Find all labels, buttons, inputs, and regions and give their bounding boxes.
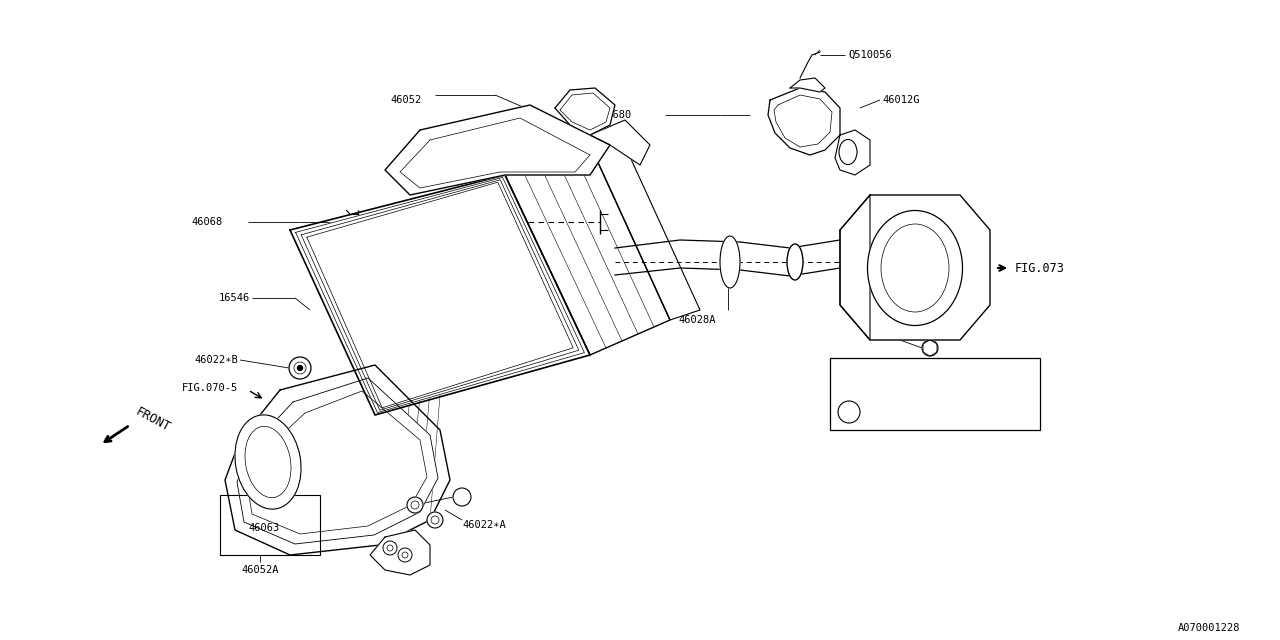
Polygon shape — [840, 195, 870, 340]
Circle shape — [453, 488, 471, 506]
Text: 46022∗B: 46022∗B — [195, 355, 238, 365]
Bar — [829, 358, 1039, 430]
Text: 46068: 46068 — [192, 217, 223, 227]
Polygon shape — [590, 120, 650, 165]
Polygon shape — [768, 88, 840, 155]
Polygon shape — [385, 105, 611, 195]
Text: 46052: 46052 — [390, 95, 421, 105]
Text: 46052A: 46052A — [241, 565, 279, 575]
Polygon shape — [291, 175, 590, 415]
Ellipse shape — [721, 236, 740, 288]
Ellipse shape — [868, 211, 963, 326]
Text: 46012G: 46012G — [882, 95, 919, 105]
Circle shape — [407, 497, 422, 513]
Circle shape — [297, 365, 302, 371]
Text: 46022∗A: 46022∗A — [462, 520, 506, 530]
Polygon shape — [840, 195, 989, 340]
Text: 1: 1 — [846, 407, 852, 417]
Text: FRONT: FRONT — [133, 406, 173, 435]
Circle shape — [838, 401, 860, 423]
Polygon shape — [225, 365, 451, 555]
Ellipse shape — [787, 244, 803, 280]
Polygon shape — [307, 182, 573, 408]
Text: 1: 1 — [460, 493, 465, 502]
Text: 46028A: 46028A — [678, 315, 716, 325]
Circle shape — [289, 357, 311, 379]
Ellipse shape — [838, 140, 858, 164]
Polygon shape — [301, 180, 579, 410]
Circle shape — [383, 541, 397, 555]
Text: 46063: 46063 — [248, 523, 279, 533]
Polygon shape — [835, 130, 870, 175]
Polygon shape — [790, 78, 826, 92]
Polygon shape — [556, 88, 614, 135]
Text: 46083(0612- )(1): 46083(0612- )(1) — [874, 372, 978, 383]
Text: Q510056: Q510056 — [849, 50, 892, 60]
Text: A070001228: A070001228 — [1178, 623, 1240, 633]
Text: 16546: 16546 — [219, 293, 250, 303]
Text: 0100S: 0100S — [934, 360, 966, 370]
Text: 46083(-0612)(2): 46083(-0612)(2) — [874, 407, 972, 417]
Circle shape — [398, 548, 412, 562]
Polygon shape — [237, 378, 438, 544]
Polygon shape — [296, 177, 585, 413]
Polygon shape — [506, 145, 669, 355]
Ellipse shape — [236, 415, 301, 509]
Polygon shape — [590, 135, 700, 320]
Polygon shape — [370, 530, 430, 575]
Bar — [220, 495, 320, 555]
Circle shape — [428, 512, 443, 528]
Circle shape — [922, 340, 938, 356]
Text: FIG.073: FIG.073 — [1015, 262, 1065, 275]
Text: 22680: 22680 — [600, 110, 631, 120]
Text: FIG.070-5: FIG.070-5 — [182, 383, 238, 393]
